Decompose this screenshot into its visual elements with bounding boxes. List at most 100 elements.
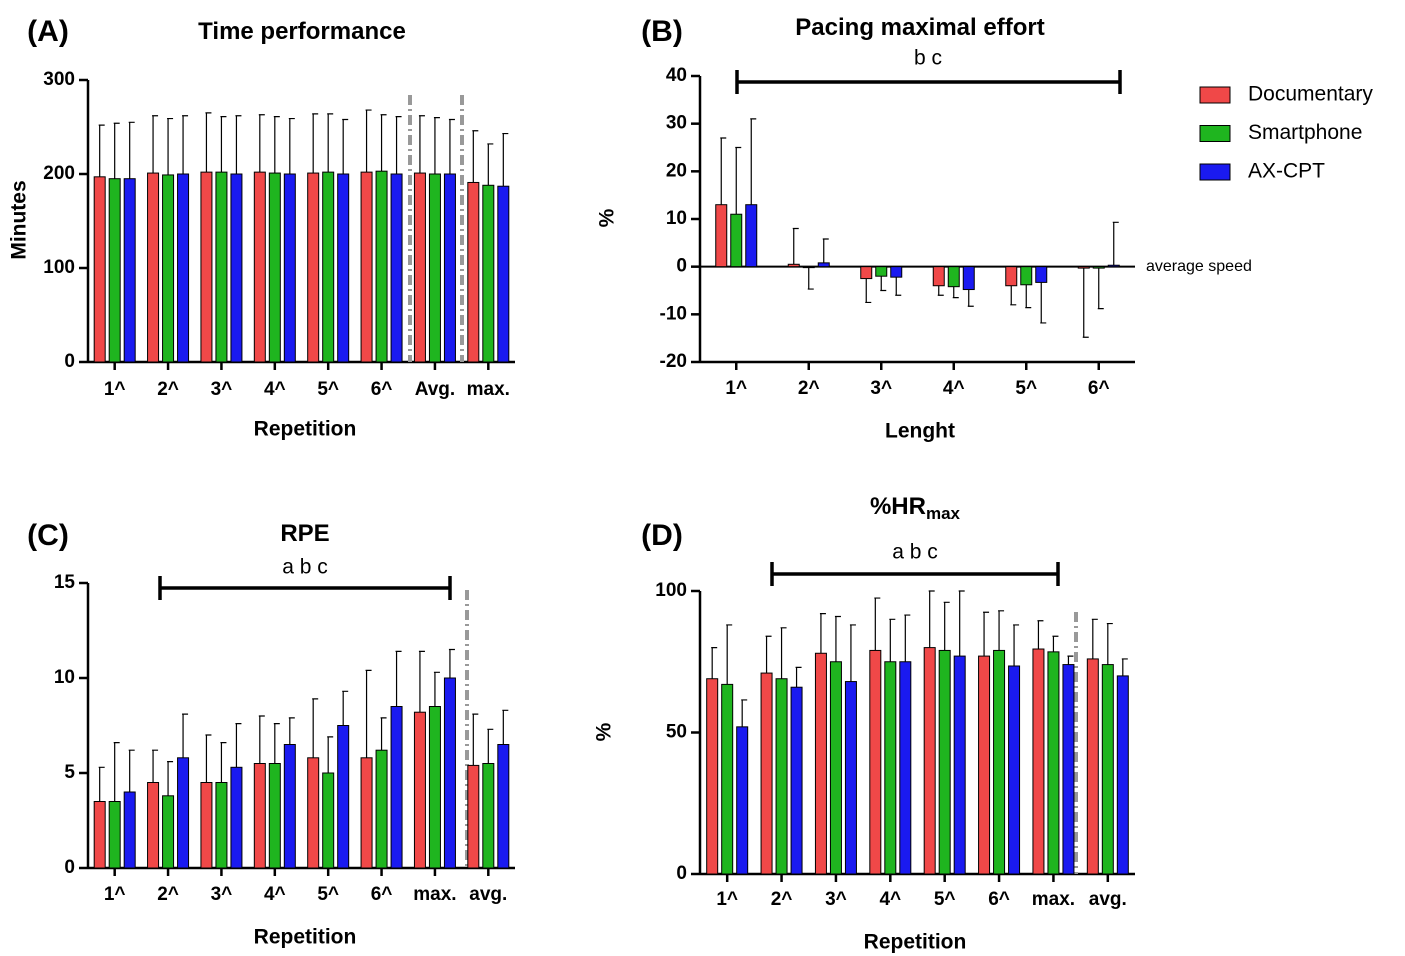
bar [947, 266, 960, 288]
bar [802, 266, 815, 269]
bar [215, 782, 228, 869]
error-bar [395, 650, 402, 707]
error-bar [258, 114, 265, 173]
title-text: %HR [870, 493, 926, 520]
bar [230, 766, 243, 869]
error-bar [952, 286, 959, 299]
error-bar [937, 285, 944, 296]
error-bar [1040, 282, 1047, 324]
legend-label: Smartphone [1248, 121, 1362, 144]
bar [869, 649, 882, 875]
bar [360, 757, 373, 869]
error-bar [288, 717, 295, 745]
error-bar [1067, 655, 1074, 665]
bar [817, 262, 830, 268]
bar [775, 678, 788, 875]
bar [283, 744, 296, 869]
bar [177, 173, 190, 363]
significance-bar [735, 70, 1122, 94]
error-bar [889, 618, 896, 662]
x-tick-label: 2^ [157, 379, 179, 400]
x-axis-label: Repetition [254, 418, 357, 441]
error-bar [98, 766, 105, 802]
x-tick-label: 6^ [371, 379, 393, 400]
error-bar [113, 122, 120, 179]
error-bar [983, 611, 990, 657]
error-bar [380, 717, 387, 751]
bar [932, 266, 945, 287]
error-bar [1091, 618, 1098, 659]
bar [953, 655, 966, 875]
bar [162, 174, 175, 363]
panel-label: (B) [641, 15, 683, 48]
error-bar [1013, 624, 1020, 666]
error-bar [235, 115, 242, 174]
error-bar [113, 742, 120, 802]
bar [413, 172, 426, 363]
x-tick-label: 3^ [211, 884, 233, 905]
bar [1020, 266, 1033, 286]
x-tick-label: 3^ [870, 378, 892, 399]
error-bar [1121, 658, 1128, 676]
error-bar [418, 650, 425, 713]
y-tick-label: 50 [666, 722, 687, 743]
x-tick-label: 5^ [317, 379, 339, 400]
error-bar [433, 671, 440, 707]
bar [482, 184, 495, 363]
bar [108, 178, 121, 363]
bar [736, 726, 749, 875]
title-text: RPE [280, 520, 329, 547]
y-tick-label: 0 [676, 256, 687, 277]
x-tick-label: avg. [1089, 889, 1127, 910]
significance-label: a b c [892, 541, 938, 564]
error-bar [327, 736, 334, 773]
bar [428, 173, 441, 363]
error-bar [472, 130, 479, 183]
bar [745, 204, 758, 268]
error-bar [834, 615, 841, 662]
bar [993, 649, 1006, 875]
error-bar [819, 613, 826, 654]
bar [1005, 266, 1018, 287]
error-bar [765, 635, 772, 674]
error-bar [182, 115, 189, 174]
error-bar [1106, 622, 1113, 665]
bar [1032, 648, 1045, 875]
bar [923, 647, 936, 875]
error-bar [418, 115, 425, 174]
x-tick-label: max. [467, 379, 510, 400]
error-bar [880, 276, 887, 292]
legend-swatch [1199, 125, 1231, 142]
error-bar [167, 117, 174, 175]
y-tick-label: 30 [666, 113, 687, 134]
title-text: Time performance [198, 18, 406, 45]
bar [390, 706, 403, 869]
y-tick-label: 10 [666, 208, 687, 229]
error-bar [958, 590, 965, 657]
legend-label: AX-CPT [1248, 160, 1325, 183]
error-bar [1082, 268, 1089, 338]
bar [1086, 658, 1099, 875]
x-tick-label: 1^ [725, 378, 747, 399]
error-bar [205, 112, 212, 173]
error-bar [380, 114, 387, 172]
bar [962, 266, 975, 291]
annotation: average speed [1146, 258, 1252, 275]
y-tick-label: 0 [676, 863, 687, 884]
bar [1101, 664, 1114, 875]
x-tick-label: 5^ [317, 884, 339, 905]
chart-title: Pacing maximal effort [795, 14, 1044, 41]
bar [177, 757, 190, 869]
bar [390, 173, 403, 363]
bar [875, 266, 888, 277]
error-bar [288, 117, 295, 174]
y-tick-label: -10 [660, 303, 687, 324]
bar [890, 266, 903, 278]
y-tick-label: 20 [666, 160, 687, 181]
bar [162, 795, 175, 869]
x-tick-label: 1^ [716, 889, 738, 910]
error-bar [128, 121, 135, 179]
error-bar [273, 723, 280, 764]
error-bar [780, 627, 787, 679]
